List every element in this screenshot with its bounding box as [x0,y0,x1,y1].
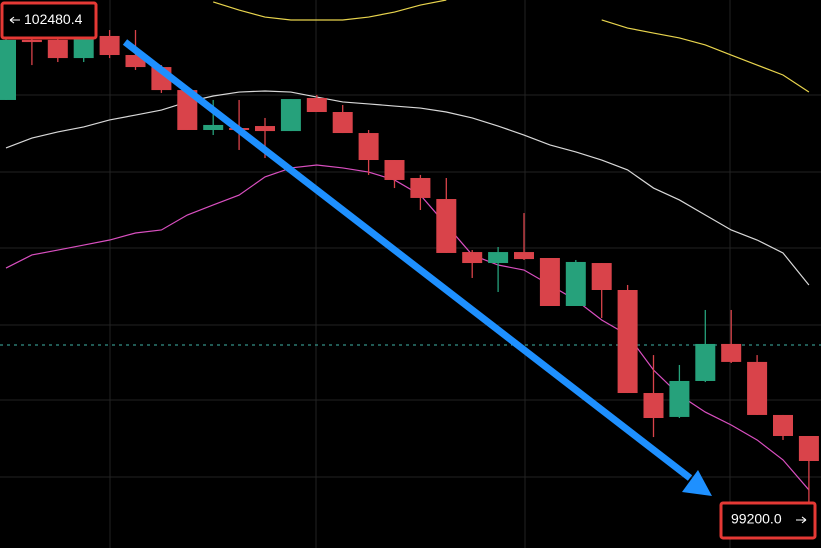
candle-body [384,160,405,180]
candle-body [306,97,327,113]
indicator-line [5,164,810,491]
candle-body [255,126,275,132]
candle-body [695,343,716,381]
candle-body [514,252,534,260]
annotations: 102480.4 99200.0 [0,1,817,540]
candle-body [773,414,793,436]
candle-body [462,252,483,264]
candle-body [591,263,612,291]
candle-body [798,435,819,461]
candle-body [643,393,664,419]
candle-body [669,380,690,417]
annotation-box [719,501,817,540]
candle-body [280,99,301,132]
annotation-label: 102480.4 [24,11,83,27]
candle-body [47,39,68,59]
candle-body [332,112,353,134]
candle-body [73,35,94,59]
candle-body [358,133,379,161]
indicator-line [5,90,810,286]
candle-body [21,39,42,43]
candle-body [617,290,638,394]
marks [0,0,821,520]
candle-body [99,35,120,56]
trend-arrow [122,39,712,496]
indicator-line [213,0,810,93]
annotation-box [0,1,98,40]
candle-body [177,90,198,130]
candle-body [747,361,768,415]
candle-body [436,199,457,253]
candle-body [721,343,742,362]
candle-body [539,257,560,307]
arrow-shaft [122,39,693,481]
annotation-label: 99200.0 [731,511,782,527]
candle-body [565,261,586,307]
arrow-icon [9,16,20,24]
arrow-head [682,470,712,496]
candle-body [410,177,431,198]
candle-body [0,39,16,100]
candle-body [488,252,509,264]
candle-body [203,124,224,130]
arrow-icon [796,516,807,524]
